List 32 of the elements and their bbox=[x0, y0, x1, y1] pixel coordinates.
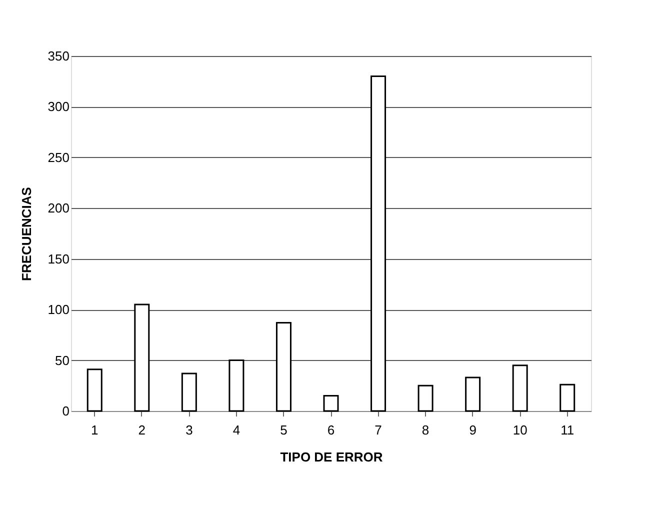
bar bbox=[181, 372, 197, 412]
x-tick-label: 10 bbox=[512, 422, 528, 438]
y-tick-label: 250 bbox=[48, 150, 70, 165]
bar bbox=[276, 322, 292, 412]
x-tick-label: 1 bbox=[91, 422, 98, 438]
bar bbox=[512, 364, 528, 412]
y-tick-label: 50 bbox=[55, 352, 70, 368]
bar bbox=[370, 76, 386, 412]
x-tick-label: 9 bbox=[469, 422, 476, 438]
x-tick-label: 6 bbox=[327, 422, 335, 438]
bar bbox=[86, 368, 102, 412]
x-tick-label: 8 bbox=[422, 422, 430, 438]
x-tick-label: 11 bbox=[560, 422, 574, 438]
y-tick-label: 300 bbox=[48, 99, 70, 114]
bar bbox=[560, 384, 576, 412]
y-axis-title: FRECUENCIAS bbox=[18, 186, 34, 281]
y-tick-label: 350 bbox=[48, 48, 70, 64]
x-tick-label: 3 bbox=[186, 422, 193, 438]
x-tick-label: 7 bbox=[374, 422, 382, 438]
bar bbox=[228, 360, 244, 412]
y-tick-label: 0 bbox=[62, 404, 70, 418]
x-tick-label: 4 bbox=[232, 422, 240, 438]
y-tick-label: 200 bbox=[48, 200, 70, 216]
x-tick-label: 2 bbox=[138, 422, 146, 438]
x-axis-title: TIPO DE ERROR bbox=[280, 450, 384, 464]
bar bbox=[134, 304, 150, 412]
bar bbox=[418, 384, 434, 412]
y-tick-label: 100 bbox=[48, 302, 70, 318]
bar bbox=[465, 376, 481, 412]
x-tick-label: 5 bbox=[280, 422, 288, 438]
bar bbox=[323, 395, 339, 412]
y-tick-label: 150 bbox=[48, 251, 70, 266]
